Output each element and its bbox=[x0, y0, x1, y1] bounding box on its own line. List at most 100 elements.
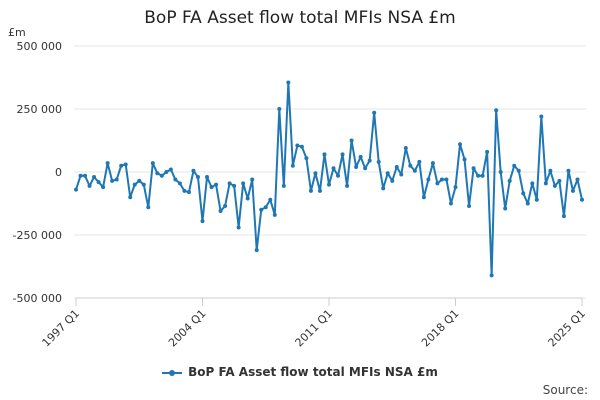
data-point[interactable] bbox=[281, 183, 286, 188]
data-point[interactable] bbox=[471, 166, 476, 171]
data-point[interactable] bbox=[340, 152, 345, 157]
data-point[interactable] bbox=[105, 161, 110, 166]
data-point[interactable] bbox=[331, 166, 336, 171]
data-point[interactable] bbox=[277, 107, 282, 111]
data-point[interactable] bbox=[245, 196, 250, 201]
data-point[interactable] bbox=[372, 110, 377, 115]
data-point[interactable] bbox=[223, 204, 228, 209]
data-point[interactable] bbox=[354, 164, 359, 169]
data-point[interactable] bbox=[254, 248, 259, 253]
data-point[interactable] bbox=[530, 181, 535, 186]
data-point[interactable] bbox=[214, 182, 219, 187]
data-point[interactable] bbox=[110, 178, 115, 183]
data-point[interactable] bbox=[390, 178, 395, 183]
data-point[interactable] bbox=[421, 195, 426, 200]
data-point[interactable] bbox=[552, 183, 557, 188]
data-point[interactable] bbox=[250, 177, 255, 182]
data-point[interactable] bbox=[299, 144, 304, 149]
data-point[interactable] bbox=[182, 188, 187, 193]
data-point[interactable] bbox=[385, 171, 390, 176]
data-point[interactable] bbox=[444, 177, 449, 182]
data-point[interactable] bbox=[507, 178, 512, 183]
data-point[interactable] bbox=[458, 142, 463, 147]
data-point[interactable] bbox=[534, 197, 539, 202]
data-point[interactable] bbox=[345, 183, 350, 188]
data-point[interactable] bbox=[150, 161, 155, 166]
legend[interactable]: BoP FA Asset flow total MFIs NSA £m bbox=[0, 365, 600, 379]
data-point[interactable] bbox=[570, 188, 575, 193]
data-point[interactable] bbox=[448, 201, 453, 206]
data-point[interactable] bbox=[286, 80, 291, 85]
data-point[interactable] bbox=[173, 177, 178, 182]
data-point[interactable] bbox=[186, 190, 191, 195]
data-point[interactable] bbox=[96, 180, 101, 185]
data-point[interactable] bbox=[580, 197, 584, 202]
data-point[interactable] bbox=[146, 205, 151, 210]
data-point[interactable] bbox=[494, 108, 499, 113]
data-point[interactable] bbox=[177, 181, 182, 186]
data-point[interactable] bbox=[394, 164, 399, 169]
data-point[interactable] bbox=[367, 158, 372, 163]
data-point[interactable] bbox=[381, 186, 386, 191]
data-point[interactable] bbox=[137, 178, 142, 183]
data-point[interactable] bbox=[476, 173, 481, 178]
data-point[interactable] bbox=[155, 171, 160, 176]
data-point[interactable] bbox=[209, 185, 214, 190]
data-point[interactable] bbox=[480, 173, 485, 178]
data-point[interactable] bbox=[123, 162, 128, 167]
data-point[interactable] bbox=[87, 183, 92, 188]
data-point[interactable] bbox=[236, 225, 241, 230]
data-point[interactable] bbox=[439, 177, 444, 182]
data-point[interactable] bbox=[259, 207, 264, 212]
data-point[interactable] bbox=[114, 177, 119, 182]
data-point[interactable] bbox=[557, 178, 562, 183]
data-point[interactable] bbox=[485, 149, 490, 154]
data-point[interactable] bbox=[308, 188, 313, 193]
data-point[interactable] bbox=[141, 182, 146, 187]
data-point[interactable] bbox=[295, 143, 300, 148]
data-point[interactable] bbox=[408, 163, 413, 168]
data-point[interactable] bbox=[272, 212, 277, 217]
data-point[interactable] bbox=[435, 181, 440, 186]
data-point[interactable] bbox=[539, 114, 544, 119]
data-point[interactable] bbox=[83, 173, 88, 178]
data-point[interactable] bbox=[92, 175, 97, 180]
data-point[interactable] bbox=[543, 181, 548, 186]
data-point[interactable] bbox=[317, 188, 322, 193]
data-point[interactable] bbox=[132, 182, 137, 187]
data-point[interactable] bbox=[525, 201, 530, 206]
data-point[interactable] bbox=[241, 181, 246, 186]
data-point[interactable] bbox=[227, 181, 232, 186]
data-point[interactable] bbox=[512, 163, 517, 168]
data-point[interactable] bbox=[376, 159, 381, 164]
data-point[interactable] bbox=[417, 159, 422, 164]
data-point[interactable] bbox=[561, 214, 566, 219]
data-point[interactable] bbox=[205, 175, 210, 180]
data-point[interactable] bbox=[322, 152, 327, 157]
data-point[interactable] bbox=[566, 168, 571, 173]
data-point[interactable] bbox=[521, 191, 526, 196]
data-point[interactable] bbox=[232, 183, 237, 188]
data-point[interactable] bbox=[358, 154, 363, 159]
data-point[interactable] bbox=[268, 197, 273, 202]
data-point[interactable] bbox=[412, 168, 417, 173]
data-point[interactable] bbox=[336, 173, 341, 178]
data-point[interactable] bbox=[164, 170, 169, 174]
data-point[interactable] bbox=[304, 156, 309, 161]
data-point[interactable] bbox=[200, 219, 205, 224]
data-point[interactable] bbox=[503, 206, 508, 211]
data-point[interactable] bbox=[191, 168, 196, 173]
data-point[interactable] bbox=[218, 209, 223, 214]
data-point[interactable] bbox=[74, 187, 78, 192]
data-point[interactable] bbox=[489, 273, 494, 278]
data-point[interactable] bbox=[101, 185, 106, 190]
data-point[interactable] bbox=[195, 175, 200, 180]
data-point[interactable] bbox=[290, 163, 295, 168]
data-point[interactable] bbox=[498, 170, 503, 174]
data-point[interactable] bbox=[548, 168, 553, 173]
data-point[interactable] bbox=[119, 163, 124, 168]
data-point[interactable] bbox=[467, 204, 472, 209]
data-point[interactable] bbox=[462, 157, 467, 162]
data-point[interactable] bbox=[426, 177, 431, 182]
data-point[interactable] bbox=[263, 205, 268, 210]
